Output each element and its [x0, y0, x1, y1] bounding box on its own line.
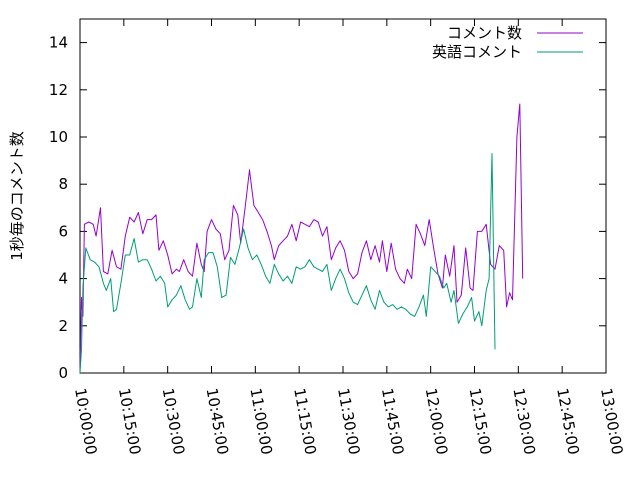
y-tick-label: 14: [49, 34, 68, 52]
series-line-0: [79, 103, 524, 371]
x-tick-label: 10:15:00: [115, 387, 144, 456]
y-axis: 0 2 4 6 8 10 12 14: [49, 34, 606, 382]
x-tick-label: 11:30:00: [334, 387, 363, 456]
legend-label: 英語コメント: [432, 43, 522, 61]
x-tick-label: 10:00:00: [71, 387, 100, 456]
y-tick-label: 4: [58, 270, 68, 288]
y-tick-label: 12: [49, 81, 68, 99]
x-tick-label: 12:45:00: [553, 387, 582, 456]
y-tick-label: 0: [58, 364, 68, 382]
y-axis-label: 1秒毎のコメント数: [8, 131, 26, 261]
x-tick-label: 11:00:00: [246, 387, 275, 456]
y-tick-label: 8: [58, 175, 68, 193]
x-tick-label: 11:45:00: [378, 387, 407, 456]
plot-frame: [79, 18, 607, 374]
x-tick-label: 12:00:00: [422, 387, 451, 456]
x-axis: 10:00:00 10:15:00 10:30:00 10:45:00 11:00:00…: [71, 19, 626, 456]
x-tick-label: 12:15:00: [466, 387, 495, 456]
y-tick-label: 6: [58, 222, 68, 240]
y-tick-label: 10: [49, 128, 68, 146]
x-tick-label: 10:45:00: [203, 387, 232, 456]
legend-label: コメント数: [447, 24, 522, 42]
series-layer: [79, 103, 524, 374]
x-tick-label: 12:30:00: [509, 387, 538, 456]
y-tick-label: 2: [58, 317, 68, 335]
x-tick-label: 10:30:00: [159, 387, 188, 456]
x-tick-label: 11:15:00: [290, 387, 319, 456]
series-line-1: [79, 153, 496, 374]
x-tick-label: 13:00:00: [597, 387, 626, 456]
